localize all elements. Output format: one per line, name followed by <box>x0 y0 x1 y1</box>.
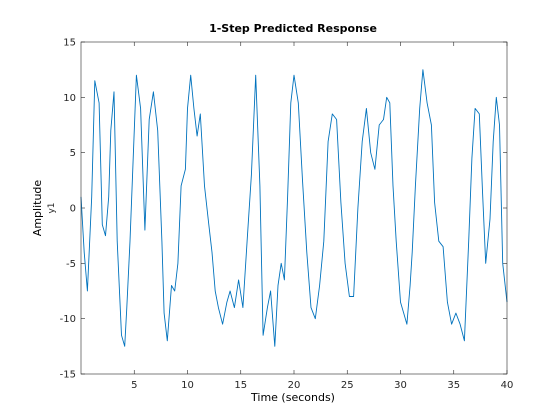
y-tick-label: 5 <box>70 148 76 159</box>
x-tick-label: 35 <box>447 380 460 391</box>
series-line-y1 <box>80 69 508 347</box>
y-tick-label: 15 <box>63 38 76 49</box>
x-tick-label: 25 <box>341 380 354 391</box>
y-tick-label: -10 <box>60 314 76 325</box>
x-tick-label: 15 <box>234 380 247 391</box>
x-axis-ticks: 5 10 15 20 25 30 35 40 <box>131 42 513 391</box>
x-tick-label: 10 <box>181 380 194 391</box>
x-tick-label: 5 <box>131 380 137 391</box>
y-tick-label: -5 <box>66 259 76 270</box>
y-axis-label: Amplitude <box>31 180 44 237</box>
axes-box <box>80 41 508 375</box>
x-tick-label: 40 <box>501 380 514 391</box>
channel-label: y1 <box>47 202 57 213</box>
y-axis-ticks: -15 -10 -5 0 5 10 15 <box>60 38 507 381</box>
x-tick-label: 30 <box>394 380 407 391</box>
x-tick-label: 20 <box>288 380 301 391</box>
chart-title: 1-Step Predicted Response <box>209 22 377 35</box>
x-axis-label: Time (seconds) <box>250 391 335 404</box>
y-tick-label: 0 <box>70 204 76 215</box>
y-tick-label: -15 <box>60 370 76 381</box>
plot-area <box>81 42 507 374</box>
y-tick-label: 10 <box>63 93 76 104</box>
